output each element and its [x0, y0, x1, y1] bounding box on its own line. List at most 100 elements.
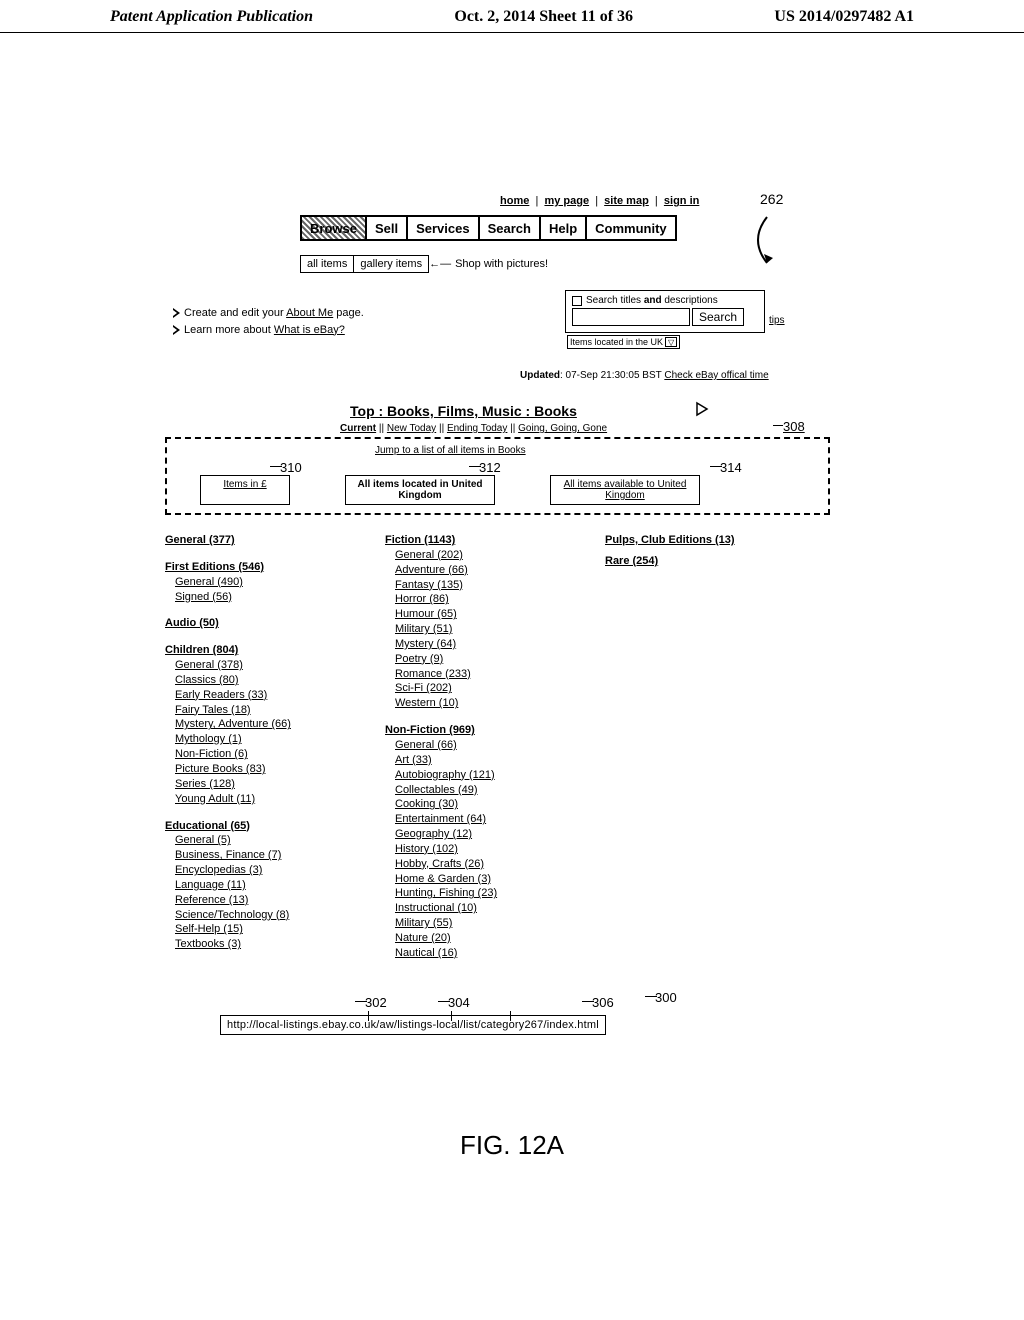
cat-sub-link[interactable]: Cooking (30)	[395, 797, 595, 812]
cat-group-link[interactable]: Audio (50)	[165, 616, 375, 631]
url-box: http://local-listings.ebay.co.uk/aw/list…	[220, 1015, 606, 1035]
topnav-home[interactable]: home	[500, 195, 529, 207]
cat-sub-link[interactable]: Encyclopedias (3)	[175, 863, 375, 878]
cat-sub-link[interactable]: Early Readers (33)	[175, 688, 375, 703]
cat-group-link[interactable]: Children (804)	[165, 643, 375, 658]
figure-caption: FIG. 12A	[0, 1130, 1024, 1161]
cat-sub-link[interactable]: Home & Garden (3)	[395, 872, 595, 887]
topnav-sitemap[interactable]: site map	[604, 195, 649, 207]
cat-sub-link[interactable]: Romance (233)	[395, 667, 595, 682]
jump-link[interactable]: Jump to a list of all items in Books	[375, 445, 526, 456]
cat-sub-link[interactable]: Non-Fiction (6)	[175, 747, 375, 762]
cat-sub-link[interactable]: Young Adult (11)	[175, 792, 375, 807]
topnav-mypage[interactable]: my page	[544, 195, 589, 207]
cat-sub-link[interactable]: Fairy Tales (18)	[175, 703, 375, 718]
cat-col-1: General (377)First Editions (546)General…	[165, 527, 385, 961]
cat-sub-link[interactable]: Science/Technology (8)	[175, 908, 375, 923]
cat-sub-link[interactable]: Sci-Fi (202)	[395, 681, 595, 696]
check-time-link[interactable]: Check eBay offical time	[664, 370, 768, 381]
cat-sub-link[interactable]: Nature (20)	[395, 931, 595, 946]
filter-current[interactable]: Current	[340, 423, 376, 434]
cat-sub-link[interactable]: Mystery, Adventure (66)	[175, 717, 375, 732]
tab-available-uk[interactable]: All items available to United Kingdom	[550, 475, 700, 505]
cat-sub-link[interactable]: General (490)	[175, 575, 375, 590]
info-bullets: Create and edit your About Me page. Lear…	[173, 305, 364, 338]
nav-sell[interactable]: Sell	[367, 217, 408, 239]
tab-items-in[interactable]: Items in £	[200, 475, 290, 505]
cat-sub-link[interactable]: Humour (65)	[395, 607, 595, 622]
cat-sub-link[interactable]: Mystery (64)	[395, 637, 595, 652]
filter-ending[interactable]: Ending Today	[447, 423, 507, 434]
cat-group-link[interactable]: Non-Fiction (969)	[385, 723, 595, 738]
cat-sub-link[interactable]: Reference (13)	[175, 893, 375, 908]
subnav-gallery[interactable]: gallery items	[354, 255, 429, 273]
tips-link[interactable]: tips	[769, 315, 785, 326]
cat-sub-link[interactable]: General (5)	[175, 833, 375, 848]
whatis-link[interactable]: What is eBay?	[274, 324, 345, 336]
cat-sub-link[interactable]: Business, Finance (7)	[175, 848, 375, 863]
cat-sub-link[interactable]: General (202)	[395, 548, 595, 563]
cat-sub-link[interactable]: Series (128)	[175, 777, 375, 792]
cat-group-link[interactable]: General (377)	[165, 533, 375, 548]
cat-sub-link[interactable]: Signed (56)	[175, 590, 375, 605]
cat-sub-link[interactable]: Instructional (10)	[395, 901, 595, 916]
annot-302: 302	[365, 995, 387, 1010]
search-button[interactable]: Search	[692, 308, 744, 326]
topnav-signin[interactable]: sign in	[664, 195, 699, 207]
search-input[interactable]	[572, 308, 690, 326]
filter-new[interactable]: New Today	[387, 423, 436, 434]
cat-sub-link[interactable]: Western (10)	[395, 696, 595, 711]
cat-sub-link[interactable]: Nautical (16)	[395, 946, 595, 961]
tab-located-uk[interactable]: All items located in United Kingdom	[345, 475, 495, 505]
cat-sub-link[interactable]: History (102)	[395, 842, 595, 857]
cat-sub-link[interactable]: Self-Help (15)	[175, 922, 375, 937]
cat-sub-link[interactable]: Collectables (49)	[395, 783, 595, 798]
nav-search[interactable]: Search	[480, 217, 541, 239]
nav-services[interactable]: Services	[408, 217, 480, 239]
nav-browse[interactable]: Browse	[302, 217, 367, 239]
header-left: Patent Application Publication	[110, 8, 313, 26]
cat-sub-link[interactable]: Textbooks (3)	[175, 937, 375, 952]
cat-sub-link[interactable]: Adventure (66)	[395, 563, 595, 578]
nav-help[interactable]: Help	[541, 217, 587, 239]
annot-306: 306	[592, 995, 614, 1010]
nav-community[interactable]: Community	[587, 217, 675, 239]
cat-group-link[interactable]: Pulps, Club Editions (13)	[605, 533, 815, 548]
bullet-2: Learn more about What is eBay?	[173, 322, 364, 339]
cat-sub-link[interactable]: Fantasy (135)	[395, 578, 595, 593]
filter-going[interactable]: Going, Going, Gone	[518, 423, 607, 434]
cat-sub-link[interactable]: Mythology (1)	[175, 732, 375, 747]
updated-line: Updated: 07-Sep 21:30:05 BST Check eBay …	[520, 370, 769, 381]
cat-sub-link[interactable]: Picture Books (83)	[175, 762, 375, 777]
cat-sub-link[interactable]: Art (33)	[395, 753, 595, 768]
breadcrumb[interactable]: Top : Books, Films, Music : Books	[350, 403, 577, 419]
search-chk-row: Search titles and descriptions	[572, 295, 758, 306]
page-header: Patent Application Publication Oct. 2, 2…	[0, 0, 1024, 33]
search-chk-label: Search titles and descriptions	[586, 295, 718, 306]
cat-sub-link[interactable]: Autobiography (121)	[395, 768, 595, 783]
cat-group-link[interactable]: Fiction (1143)	[385, 533, 595, 548]
cat-group-link[interactable]: Rare (254)	[605, 554, 815, 569]
location-select[interactable]: Items located in the UK ▽	[567, 335, 680, 349]
triangle-icon	[173, 325, 180, 335]
cat-sub-link[interactable]: Military (51)	[395, 622, 595, 637]
header-right: US 2014/0297482 A1	[774, 8, 914, 26]
cat-group-link[interactable]: Educational (65)	[165, 819, 375, 834]
cat-sub-link[interactable]: Classics (80)	[175, 673, 375, 688]
search-checkbox[interactable]	[572, 296, 582, 306]
cat-sub-link[interactable]: Language (11)	[175, 878, 375, 893]
cat-sub-link[interactable]: General (66)	[395, 738, 595, 753]
cat-sub-link[interactable]: Entertainment (64)	[395, 812, 595, 827]
cat-sub-link[interactable]: Poetry (9)	[395, 652, 595, 667]
aboutme-link[interactable]: About Me	[286, 307, 333, 319]
subnav-all[interactable]: all items	[300, 255, 354, 273]
filter-bar: Current || New Today || Ending Today || …	[340, 423, 607, 434]
cat-sub-link[interactable]: Horror (86)	[395, 592, 595, 607]
cat-group-link[interactable]: First Editions (546)	[165, 560, 375, 575]
cat-sub-link[interactable]: General (378)	[175, 658, 375, 673]
triangle-icon	[173, 308, 180, 318]
cat-sub-link[interactable]: Hunting, Fishing (23)	[395, 886, 595, 901]
cat-sub-link[interactable]: Geography (12)	[395, 827, 595, 842]
cat-sub-link[interactable]: Hobby, Crafts (26)	[395, 857, 595, 872]
cat-sub-link[interactable]: Military (55)	[395, 916, 595, 931]
